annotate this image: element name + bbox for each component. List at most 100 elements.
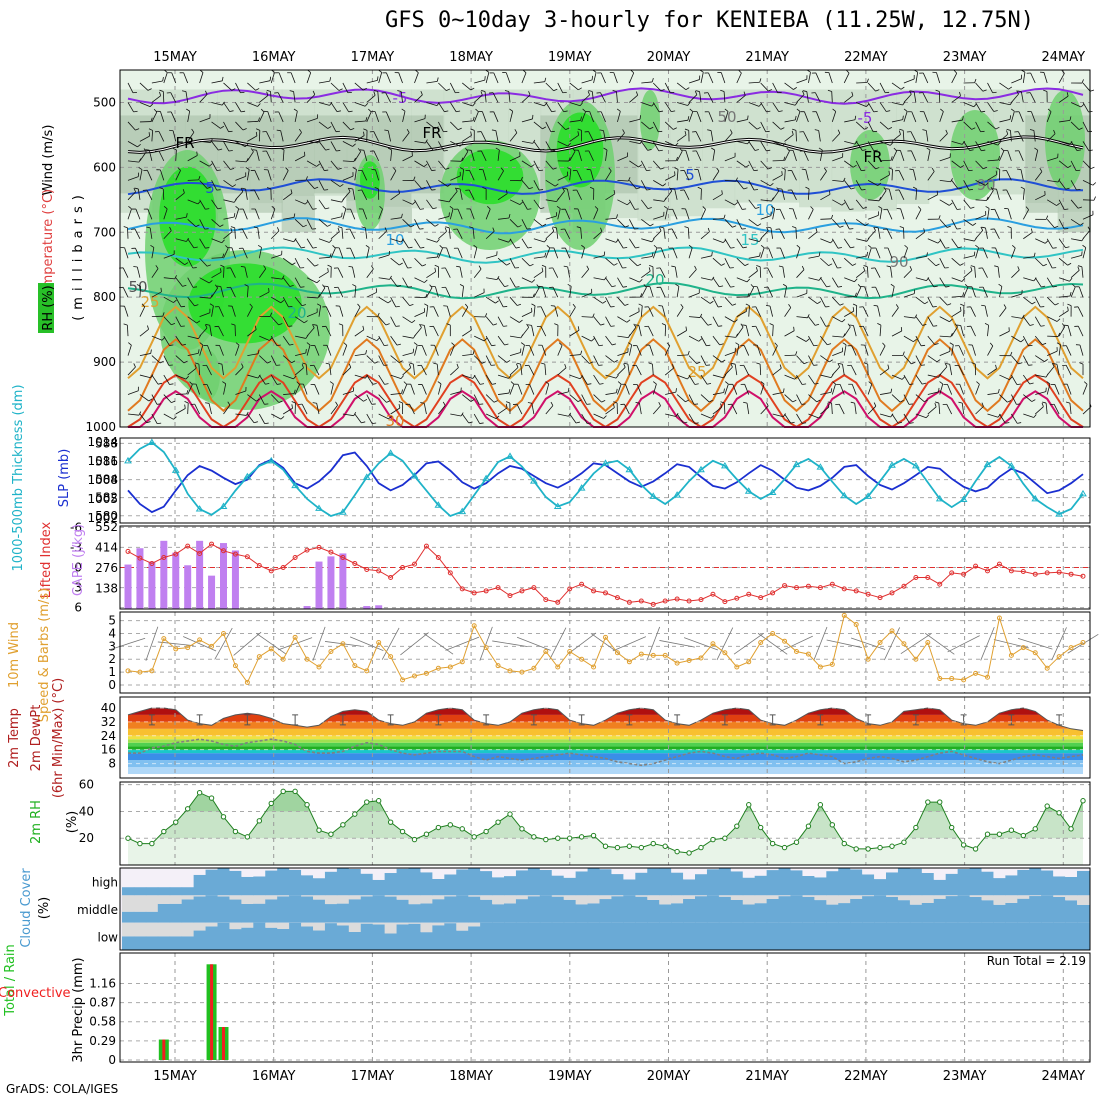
wind-barb xyxy=(796,413,803,424)
wind-barb-flag xyxy=(520,176,523,181)
wind-barb xyxy=(1077,306,1084,317)
wind-barb-flag xyxy=(456,265,461,268)
wind-barb xyxy=(366,335,377,342)
wind-barb-flag xyxy=(572,147,576,152)
wind-barb xyxy=(927,374,939,378)
wind-barb-flag xyxy=(216,169,221,171)
wind-barb xyxy=(697,169,702,181)
wind-barb xyxy=(449,82,456,93)
wind-barb-flag xyxy=(897,421,903,424)
wind-barb xyxy=(545,141,552,152)
wind-barb xyxy=(508,91,511,103)
wind-barb xyxy=(755,306,762,317)
wind-barb-flag xyxy=(510,381,515,385)
wind-barb-flag xyxy=(162,312,165,317)
wind-barb-flag xyxy=(796,244,801,249)
li-tick-label: 6 xyxy=(74,601,82,615)
wind-speed-marker xyxy=(734,664,740,670)
wind-barb xyxy=(127,390,139,395)
rh-tick-label: 60 xyxy=(79,778,94,792)
wind-barb xyxy=(808,316,816,326)
rh-marker xyxy=(984,831,991,837)
cloud-cell-high xyxy=(790,870,803,896)
wind-barb-flag xyxy=(633,323,637,328)
wind-barb xyxy=(1059,119,1071,123)
wind-barb xyxy=(533,218,543,227)
rh-green-region xyxy=(1045,90,1085,190)
wind-barb xyxy=(362,208,368,220)
wind-barb xyxy=(247,135,258,142)
cloud-cell-low xyxy=(504,922,517,950)
cloud-gap xyxy=(241,922,254,928)
wind-barb xyxy=(247,82,256,91)
wind-barb xyxy=(187,111,191,122)
wind-barb xyxy=(270,335,278,346)
wind-speed-marker xyxy=(1020,645,1026,651)
contour-label: 30 xyxy=(385,412,404,430)
wind-barb-flag xyxy=(1029,382,1034,385)
wind-barb xyxy=(462,120,474,123)
wind-barb-flag xyxy=(890,156,893,161)
wind-barb xyxy=(867,141,875,152)
surface-wind-barb xyxy=(157,641,194,647)
wind-barb xyxy=(856,255,868,259)
rh-shade-band xyxy=(378,115,412,233)
wind-barb xyxy=(724,132,733,142)
wind-barb-flag xyxy=(209,280,213,284)
cloud-gap xyxy=(599,895,612,900)
wind-barb xyxy=(605,355,615,363)
wind-barb xyxy=(636,384,642,395)
wind-barb xyxy=(484,91,487,103)
rh-shade-band xyxy=(281,115,315,233)
rh-bright-region xyxy=(456,149,524,205)
wind-barb-flag xyxy=(1008,86,1013,90)
wind-barb xyxy=(366,355,375,364)
wind-barb xyxy=(545,121,552,132)
wind-barb-flag xyxy=(564,363,567,368)
wind-barb xyxy=(545,383,550,395)
wind-barb-flag xyxy=(266,91,269,96)
cloud-cell-high xyxy=(957,869,971,896)
wind-barb-flag xyxy=(598,344,603,347)
wind-barb xyxy=(247,120,259,123)
wind-barb xyxy=(755,326,762,337)
wind-barb xyxy=(720,72,726,84)
axis-label-pressure: (millibars) xyxy=(71,189,86,321)
rh-marker xyxy=(399,828,406,835)
wind-barb-flag xyxy=(890,283,895,287)
wind-barb-flag xyxy=(1041,402,1044,407)
cloud-cell-high xyxy=(241,876,254,896)
surface-wind-barb xyxy=(423,633,454,655)
wind-barb xyxy=(521,160,532,168)
wind-barb xyxy=(258,394,265,405)
wind-barb-flag xyxy=(159,91,161,96)
wind-barb-flag xyxy=(850,246,855,249)
cloud-cell-middle xyxy=(921,902,935,923)
cloud-cell-low xyxy=(754,922,768,950)
temp-band xyxy=(128,739,1083,743)
wind-barb-flag xyxy=(890,388,893,393)
cloud-gap xyxy=(432,868,445,879)
cloud-cell-middle xyxy=(623,895,636,923)
wind-barb xyxy=(999,102,1011,106)
wind-barb xyxy=(162,91,165,103)
wind-barb xyxy=(122,267,129,278)
wind-barb xyxy=(1070,199,1079,209)
wind-barb-flag xyxy=(757,223,762,227)
cloud-cell-high xyxy=(921,872,935,896)
wind-barb xyxy=(588,131,594,142)
wind-barb-flag xyxy=(484,313,488,318)
wind-barb xyxy=(244,266,248,278)
wind-barb xyxy=(270,355,277,366)
wind-speed-marker xyxy=(603,634,608,640)
temp-tick-label: 16 xyxy=(101,743,116,757)
wind-barb-flag xyxy=(357,303,361,308)
wind-barb xyxy=(564,209,571,220)
wind-barb-flag xyxy=(839,303,844,306)
wind-speed-marker xyxy=(722,650,728,656)
wind-barb xyxy=(258,268,267,278)
wind-barb xyxy=(760,160,769,170)
cloud-cell-middle xyxy=(599,899,612,923)
wind-barb-flag xyxy=(578,87,582,91)
wind-barb xyxy=(306,219,313,230)
